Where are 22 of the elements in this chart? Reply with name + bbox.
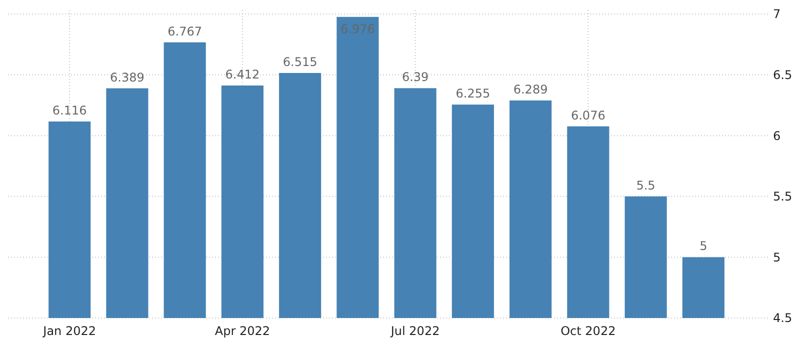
x-tick-label: Jul 2022 bbox=[390, 324, 440, 338]
y-tick-label: 7 bbox=[773, 7, 781, 22]
y-tick-label: 5 bbox=[773, 250, 781, 264]
data-label: 6.289 bbox=[513, 82, 548, 96]
data-label: 6.976 bbox=[340, 22, 375, 36]
y-tick-label: 6.5 bbox=[773, 68, 792, 82]
y-tick-label: 5.5 bbox=[773, 190, 792, 204]
data-label: 6.389 bbox=[110, 70, 144, 84]
data-label: 6.255 bbox=[456, 86, 490, 101]
data-label: 6.412 bbox=[225, 68, 260, 82]
data-label: 5.5 bbox=[636, 178, 656, 192]
data-label: 6.767 bbox=[168, 24, 202, 38]
y-tick-label: 6 bbox=[773, 128, 781, 143]
data-label: 6.116 bbox=[52, 103, 87, 118]
data-label: 5 bbox=[700, 239, 708, 254]
data-label: 6.39 bbox=[402, 70, 429, 84]
x-tick-label: Oct 2022 bbox=[560, 324, 616, 338]
data-label: 6.076 bbox=[570, 108, 606, 122]
y-tick-label: 4.5 bbox=[773, 311, 792, 326]
x-tick-label: Jan 2022 bbox=[42, 324, 96, 338]
data-label: 6.515 bbox=[282, 54, 318, 69]
x-tick-label: Apr 2022 bbox=[214, 324, 270, 338]
